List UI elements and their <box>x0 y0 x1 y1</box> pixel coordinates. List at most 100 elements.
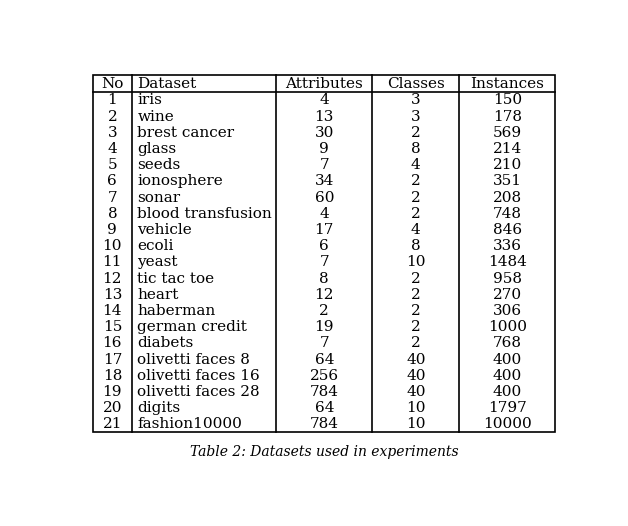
Text: 4: 4 <box>411 158 421 172</box>
Text: 16: 16 <box>102 337 122 350</box>
Text: 768: 768 <box>493 337 522 350</box>
Text: 12: 12 <box>102 271 122 286</box>
Text: olivetti faces 28: olivetti faces 28 <box>138 385 260 399</box>
Text: 30: 30 <box>315 126 334 140</box>
Text: 19: 19 <box>102 385 122 399</box>
Text: 18: 18 <box>103 369 122 383</box>
Text: 13: 13 <box>315 109 334 124</box>
Text: ionosphere: ionosphere <box>138 175 223 188</box>
Text: 10: 10 <box>406 401 426 415</box>
Text: iris: iris <box>138 94 163 107</box>
Text: 2: 2 <box>411 337 421 350</box>
Text: 178: 178 <box>493 109 522 124</box>
Text: 20: 20 <box>102 401 122 415</box>
Text: 64: 64 <box>315 352 334 367</box>
Text: 4: 4 <box>411 223 421 237</box>
Text: 7: 7 <box>320 256 329 269</box>
Text: 19: 19 <box>315 320 334 334</box>
Text: 1: 1 <box>107 94 117 107</box>
Text: 351: 351 <box>493 175 522 188</box>
Text: 64: 64 <box>315 401 334 415</box>
Text: Classes: Classes <box>387 77 445 91</box>
Text: 21: 21 <box>102 418 122 431</box>
Text: 2: 2 <box>411 320 421 334</box>
Text: Instances: Instances <box>470 77 544 91</box>
Text: 4: 4 <box>107 142 117 156</box>
Text: Attributes: Attributes <box>285 77 363 91</box>
Text: 208: 208 <box>493 190 522 205</box>
Text: fashion10000: fashion10000 <box>138 418 242 431</box>
Text: 2: 2 <box>320 304 329 318</box>
Text: 13: 13 <box>103 288 122 302</box>
Text: 4: 4 <box>320 207 329 221</box>
Text: 846: 846 <box>493 223 522 237</box>
Text: olivetti faces 8: olivetti faces 8 <box>138 352 251 367</box>
Text: 17: 17 <box>315 223 334 237</box>
Text: 40: 40 <box>406 385 426 399</box>
Text: 14: 14 <box>102 304 122 318</box>
Text: 2: 2 <box>411 288 421 302</box>
Text: 8: 8 <box>411 142 421 156</box>
Text: 150: 150 <box>493 94 522 107</box>
Text: 5: 5 <box>107 158 117 172</box>
Text: 11: 11 <box>102 256 122 269</box>
Text: 748: 748 <box>493 207 522 221</box>
Text: 256: 256 <box>310 369 339 383</box>
Text: 1484: 1484 <box>488 256 527 269</box>
Text: sonar: sonar <box>138 190 181 205</box>
Text: 784: 784 <box>310 418 338 431</box>
Text: digits: digits <box>138 401 181 415</box>
Text: brest cancer: brest cancer <box>138 126 235 140</box>
Text: 8: 8 <box>411 239 421 253</box>
Text: 2: 2 <box>411 190 421 205</box>
Text: 2: 2 <box>411 207 421 221</box>
Text: 569: 569 <box>493 126 522 140</box>
Text: 2: 2 <box>411 175 421 188</box>
Text: 210: 210 <box>493 158 522 172</box>
Text: 6: 6 <box>320 239 329 253</box>
Text: 400: 400 <box>493 352 522 367</box>
Text: glass: glass <box>138 142 176 156</box>
Text: olivetti faces 16: olivetti faces 16 <box>138 369 260 383</box>
Text: 8: 8 <box>107 207 117 221</box>
Text: Dataset: Dataset <box>138 77 197 91</box>
Text: 1000: 1000 <box>488 320 527 334</box>
Text: seeds: seeds <box>138 158 181 172</box>
Text: heart: heart <box>138 288 179 302</box>
Text: 15: 15 <box>103 320 122 334</box>
Text: 10: 10 <box>406 418 426 431</box>
Text: 2: 2 <box>411 126 421 140</box>
Text: 958: 958 <box>493 271 522 286</box>
Text: 6: 6 <box>107 175 117 188</box>
Text: 9: 9 <box>320 142 329 156</box>
Text: 2: 2 <box>411 271 421 286</box>
Text: 40: 40 <box>406 369 426 383</box>
Text: 8: 8 <box>320 271 329 286</box>
Text: 336: 336 <box>493 239 522 253</box>
Text: blood transfusion: blood transfusion <box>138 207 272 221</box>
Text: 784: 784 <box>310 385 338 399</box>
Text: 3: 3 <box>107 126 117 140</box>
Text: 9: 9 <box>107 223 117 237</box>
Text: 214: 214 <box>493 142 522 156</box>
Text: 10000: 10000 <box>483 418 532 431</box>
Text: 60: 60 <box>315 190 334 205</box>
Text: 12: 12 <box>315 288 334 302</box>
Text: 3: 3 <box>411 94 421 107</box>
Text: 270: 270 <box>493 288 522 302</box>
Text: Table 2: Datasets used in experiments: Table 2: Datasets used in experiments <box>190 444 458 459</box>
Text: 7: 7 <box>107 190 117 205</box>
Text: yeast: yeast <box>138 256 178 269</box>
Text: wine: wine <box>138 109 174 124</box>
Text: german credit: german credit <box>138 320 247 334</box>
Text: 3: 3 <box>411 109 421 124</box>
Text: 10: 10 <box>102 239 122 253</box>
Text: 2: 2 <box>411 304 421 318</box>
Text: 40: 40 <box>406 352 426 367</box>
Text: 4: 4 <box>320 94 329 107</box>
Text: 400: 400 <box>493 369 522 383</box>
Text: 17: 17 <box>103 352 122 367</box>
Text: ecoli: ecoli <box>138 239 174 253</box>
Text: 7: 7 <box>320 158 329 172</box>
Text: vehicle: vehicle <box>138 223 192 237</box>
